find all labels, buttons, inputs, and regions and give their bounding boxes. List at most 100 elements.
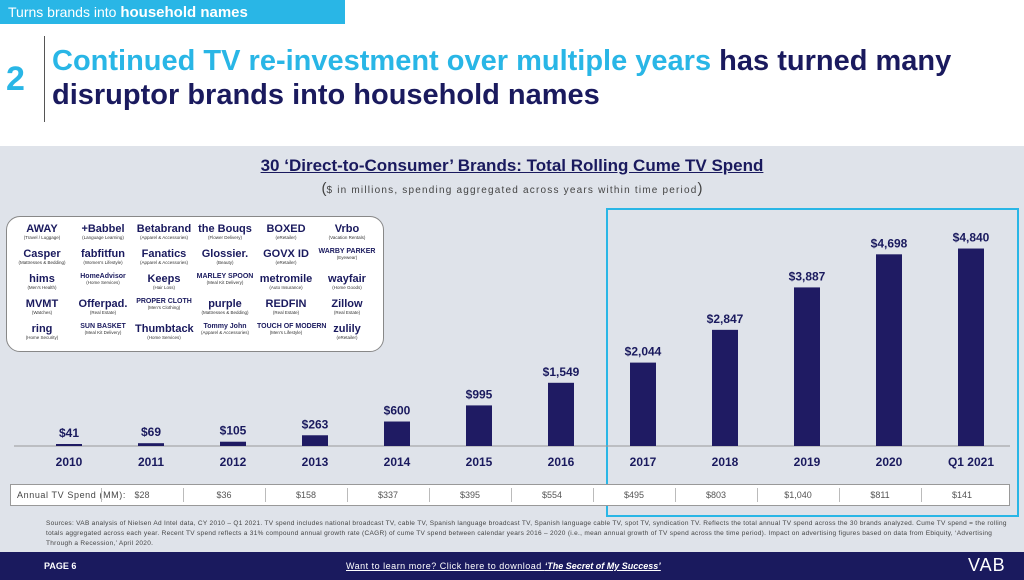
brand-name: Offerpad. [78,298,128,310]
brand-category: (Men's Lifestyle) [269,330,303,335]
brand-name: TOUCH OF MODERN [257,323,327,330]
x-tick-label: 2016 [548,455,575,469]
annual-spend-value: $811 [870,490,890,500]
brand-category: (Men's Health) [27,285,57,290]
spend-separator [921,488,922,502]
cta-text[interactable]: Want to learn more? Click here to downlo… [346,561,545,571]
annual-spend-value: $495 [623,490,645,500]
brand-name: ring [31,323,53,335]
vab-logo: VAB [968,555,1006,575]
page-title: Continued TV re-investment over multiple… [52,44,972,112]
brand-category: (Language Learning) [82,235,124,240]
brand-name: MVMT [25,298,59,310]
x-tick-label: 2019 [794,455,821,469]
highlight-box [606,208,1019,517]
brand-category: (Beauty) [216,260,234,265]
brand-name: Keeps [147,273,181,285]
brand-name: MARLEY SPOON [196,273,254,280]
data-label: $263 [302,417,329,431]
x-tick-label: 2020 [876,455,903,469]
brand-name: Fanatics [141,248,187,260]
data-label: $600 [384,404,411,418]
x-tick-label: 2018 [712,455,739,469]
bar [630,362,656,446]
bar [384,421,410,446]
brand-category: (Mattresses & Bedding) [18,260,66,265]
brand-category: (eRetailer) [336,335,358,340]
bar [56,444,82,446]
brand-logo: BOXED (eRetailer) [257,223,315,240]
brand-name: Zillow [331,298,363,310]
brand-category: (Vacation Rentals) [328,235,366,240]
annual-spend-label: Annual TV Spend (MM): [17,490,126,500]
brand-logo: SUN BASKET (Meal Kit Delivery) [74,323,132,335]
page-number: PAGE 6 [44,561,77,571]
brand-category: (Home Services) [147,335,181,340]
brand-logo: TOUCH OF MODERN (Men's Lifestyle) [257,323,327,335]
brand-category: (Flower Delivery) [207,235,242,240]
brand-logo: Offerpad. (Real Estate) [74,298,132,315]
brand-logo: HomeAdvisor (Home Services) [74,273,132,285]
brand-logo: AWAY (Travel / Luggage) [13,223,71,240]
brand-category: (Meal Kit Delivery) [84,330,122,335]
brand-name: Thumbtack [135,323,194,335]
chart-subtitle: ($ in millions, spending aggregated acro… [321,180,703,197]
brand-category: (Eyewear) [336,255,358,260]
data-label: $69 [141,425,161,439]
brand-category: (Hair Loss) [152,285,175,290]
brand-logo: Tommy John (Apparel & Accessories) [196,323,254,335]
title-rest: has turned many disruptor brands into ho… [52,45,952,111]
chart-title: 30 ‘Direct-to-Consumer’ Brands: Total Ro… [260,156,764,175]
bar [794,287,820,446]
annual-spend-value: $554 [541,490,563,500]
spend-separator [347,488,348,502]
brand-category: (Auto Insurance) [269,285,303,290]
brand-name: Vrbo [334,223,360,235]
annual-spend-value: $141 [951,490,973,500]
download-link[interactable]: Want to learn more? Click here to downlo… [346,561,661,571]
footer: PAGE 6 Want to learn more? Click here to… [0,552,1024,580]
data-label: $105 [220,424,247,438]
data-label: $2,847 [707,312,744,326]
cta-title[interactable]: ‘The Secret of My Success’ [544,561,661,571]
brand-name: +Babbel [81,223,125,235]
brand-logo: PROPER CLOTH (Men's Clothing) [135,298,193,310]
brand-logo: metromile (Auto Insurance) [257,273,315,290]
brand-category: (Travel / Luggage) [23,235,61,240]
brand-category: (Home Security) [25,335,59,340]
section-tagline: Turns brands into household names [0,0,345,24]
brand-name: PROPER CLOTH [136,298,192,305]
bar [302,435,328,446]
brand-logo: purple (Mattresses & Bedding) [196,298,254,315]
brand-name: metromile [259,273,313,285]
spend-separator [265,488,266,502]
chart-panel: 30 ‘Direct-to-Consumer’ Brands: Total Ro… [0,146,1024,552]
brand-name: purple [208,298,242,310]
data-label: $1,549 [543,365,580,379]
brand-logo: Vrbo (Vacation Rentals) [318,223,376,240]
x-tick-label: Q1 2021 [948,455,994,469]
brand-logo: GOVX ID (eRetailer) [257,248,315,265]
brand-logo: MVMT (Watches) [13,298,71,315]
annual-spend-value: $395 [459,490,481,500]
section-number: 2 [6,60,25,98]
brand-logo: WARBY PARKER (Eyewear) [318,248,376,260]
bar [712,329,738,446]
brand-category: (Real Estate) [333,310,361,315]
spend-separator [101,488,102,502]
brand-category: (Home Goods) [332,285,362,290]
annual-spend-value: $1,040 [784,490,812,500]
x-tick-label: 2013 [302,455,329,469]
bar [958,248,984,446]
brand-logo: Keeps (Hair Loss) [135,273,193,290]
brand-category: (Apparel & Accessories) [139,260,189,265]
data-label: $4,840 [953,231,990,245]
brand-logo: Thumbtack (Home Services) [135,323,194,340]
brand-logo: hims (Men's Health) [13,273,71,290]
brand-logo: ring (Home Security) [13,323,71,340]
brand-name: Betabrand [136,223,192,235]
brand-logo: Glossier. (Beauty) [196,248,254,265]
brand-name: Tommy John [203,323,247,330]
x-tick-label: 2012 [220,455,247,469]
data-label: $41 [59,426,79,440]
